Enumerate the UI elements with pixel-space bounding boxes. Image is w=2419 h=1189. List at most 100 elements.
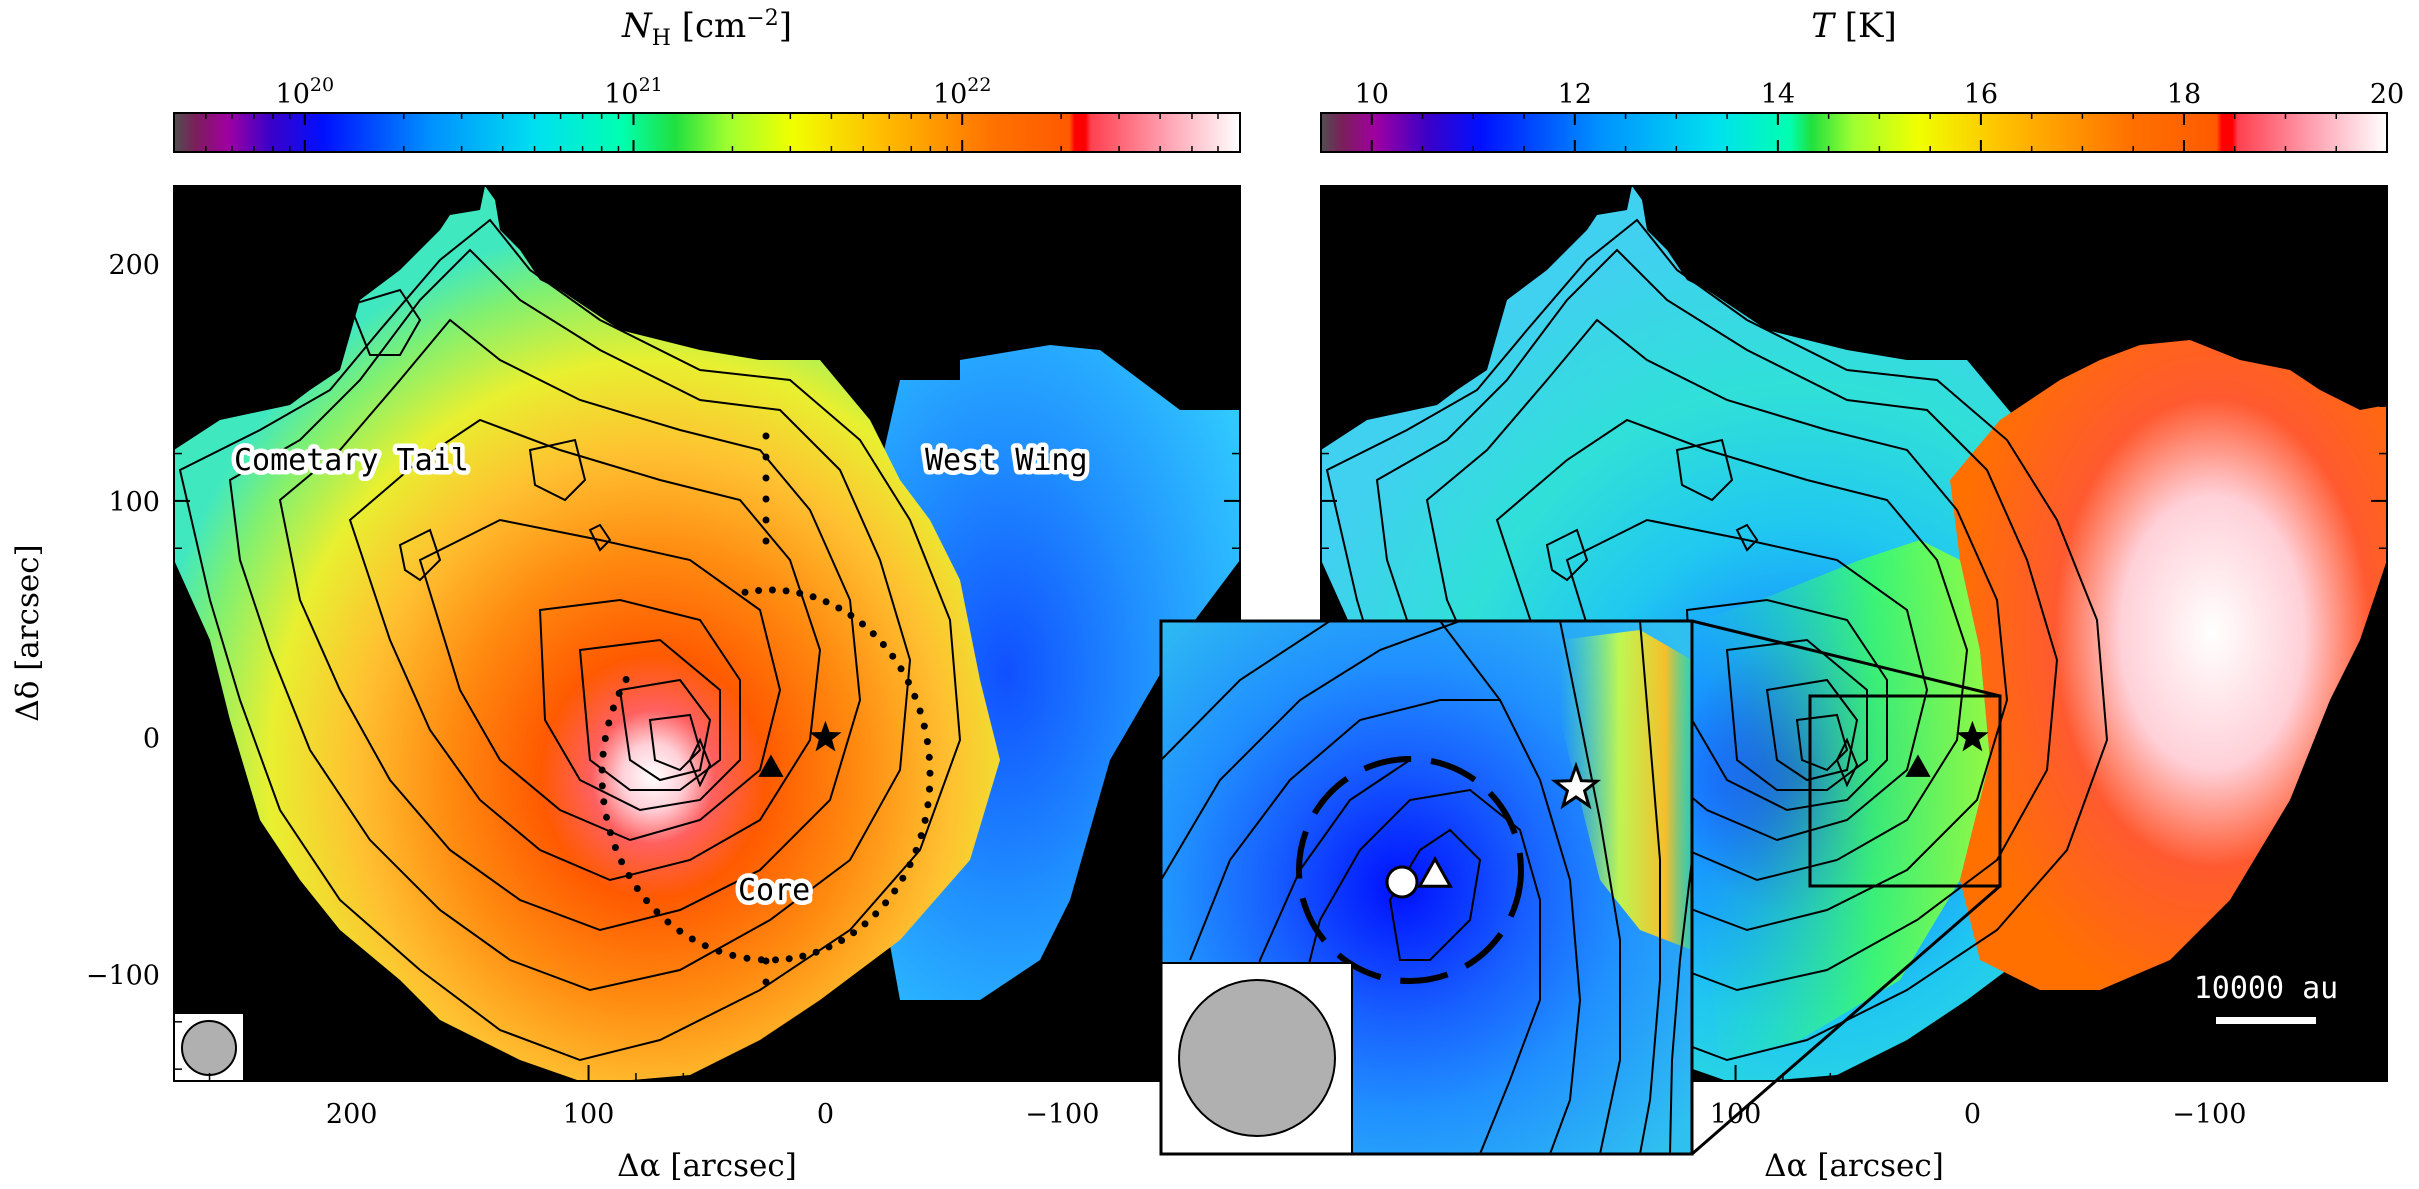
t-x-axis-label: Δα [arcsec] (1764, 1148, 1944, 1184)
dot (897, 665, 905, 673)
nh-cb-title-main: N (621, 6, 653, 46)
dot (785, 955, 793, 963)
dot (603, 813, 610, 821)
dot (622, 676, 630, 683)
cb-tick-label: 12 (1558, 79, 1592, 110)
nh-contours (178, 218, 962, 1062)
x-tick-label: 100 (563, 1099, 615, 1130)
dot (822, 598, 830, 606)
dot (924, 801, 932, 809)
nh-x-axis-label: Δα [arcsec] (617, 1148, 797, 1184)
inset-circle-marker (1385, 865, 1419, 899)
dot (861, 920, 869, 928)
dot (755, 587, 763, 594)
dot (850, 929, 858, 937)
dot (598, 782, 606, 790)
dot (879, 641, 887, 648)
dot (762, 453, 770, 461)
inset-frame (1159, 619, 1694, 1156)
nh-colorbar: 1020 1021 1022 NH [cm−2] (173, 6, 1241, 153)
dot (618, 858, 626, 866)
dot (835, 604, 843, 612)
nh-dotted-line-vertical (762, 432, 770, 986)
nh-label-cometary-tail: Cometary Tail (234, 443, 469, 478)
dot (653, 908, 661, 916)
cb-tick-label: 10 (1355, 79, 1389, 110)
inset-connector-bottom (1691, 884, 2001, 1156)
dot (643, 897, 651, 905)
t-cb-title-unit: [K] (1834, 6, 1897, 46)
dot (921, 816, 929, 824)
cb-tick-label: 1021 (604, 74, 663, 110)
cb-tick-label: 1022 (933, 74, 992, 110)
nh-cometary-body (174, 186, 1000, 1081)
nh-triangle-marker (758, 754, 784, 777)
dot (911, 692, 919, 700)
dot (923, 738, 931, 746)
x-tick-label: −100 (1025, 1099, 1099, 1130)
dot (601, 735, 609, 742)
dot (847, 611, 855, 619)
dot (838, 937, 846, 944)
nh-cb-title-sub: H (652, 26, 671, 51)
dot (920, 722, 928, 730)
dot (676, 927, 684, 935)
dot (606, 829, 614, 837)
t-cb-title-main: T (1811, 6, 1836, 46)
dot (925, 753, 933, 761)
x-tick-label: 0 (1964, 1099, 1981, 1130)
nh-dotted-ellipse (598, 586, 934, 964)
dot (882, 899, 890, 907)
dot (615, 689, 623, 697)
y-tick-label: −100 (86, 960, 160, 991)
dot (729, 951, 737, 959)
nh-colorbar-gradient (173, 112, 1241, 153)
dot (598, 766, 606, 774)
dot (688, 935, 696, 943)
dot (906, 861, 914, 869)
dot (762, 978, 770, 986)
nh-label-west-wing: West Wing (925, 443, 1088, 478)
nh-label-core: Core (738, 873, 810, 908)
dot (782, 587, 790, 595)
nh-map-panel: Cometary Tail West Wing Core 200 100 0 −100… (10, 185, 1241, 1184)
inset-panel (1159, 619, 2001, 1156)
nh-map-image: Cometary Tail West Wing Core (174, 186, 1240, 1081)
dot (599, 750, 607, 758)
dot (859, 620, 866, 628)
inset-beam-circle (1178, 979, 1336, 1137)
t-colorbar-gradient (1320, 112, 2388, 153)
t-west-wing-region (1950, 340, 2387, 990)
dot (762, 495, 770, 503)
dot (609, 704, 617, 712)
t-star-marker (1956, 720, 1989, 752)
nh-axis-ticks: 200 100 0 −100 200 100 0 −100 (86, 186, 1240, 1130)
y-tick-label: 0 (143, 724, 160, 755)
x-tick-label: 0 (817, 1099, 834, 1130)
y-tick-label: 200 (108, 250, 160, 281)
dot (743, 954, 751, 962)
t-colorbar: 10 12 14 16 18 20 T [K] (1320, 6, 2404, 153)
cb-tick-label: 16 (1964, 79, 1998, 110)
inset-triangle-marker (1417, 855, 1453, 888)
dot (926, 769, 934, 777)
dot (762, 432, 770, 440)
inset-dashed-circle (1296, 756, 1524, 984)
t-zoom-box (1808, 694, 2002, 888)
dot (917, 832, 925, 840)
dot (664, 918, 672, 926)
nh-colorbar-ticks: 1020 1021 1022 (173, 74, 1241, 152)
dot (741, 588, 749, 596)
dot (772, 956, 779, 964)
dot (762, 474, 770, 482)
dot (768, 586, 776, 594)
cb-tick-label: 18 (2167, 79, 2201, 110)
x-tick-label: −100 (2172, 1099, 2246, 1130)
dot (912, 846, 920, 854)
dot (899, 874, 907, 882)
x-tick-label: 200 (326, 1099, 378, 1130)
cb-tick-label: 20 (2370, 79, 2404, 110)
dot (825, 943, 833, 951)
t-colorbar-ticks: 10 12 14 16 18 20 (1355, 79, 2404, 152)
